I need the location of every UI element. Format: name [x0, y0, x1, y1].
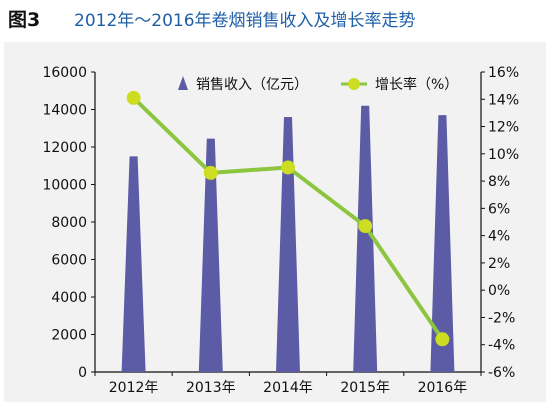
- x-tick-label: 2016年: [418, 380, 468, 396]
- right-tick-label: 6%: [488, 201, 510, 217]
- growth-point: [281, 160, 295, 175]
- revenue-bar: [121, 156, 146, 372]
- right-tick-label: -2%: [488, 310, 515, 326]
- revenue-bar: [198, 138, 223, 372]
- left-tick-label: 0: [78, 365, 87, 381]
- legend-label-growth: 增长率（%）: [375, 76, 458, 93]
- x-tick-label: 2013年: [186, 380, 236, 396]
- bar-series: [121, 105, 455, 372]
- right-tick-label: 12%: [488, 120, 519, 136]
- growth-point: [126, 90, 141, 105]
- right-tick-label: 8%: [488, 174, 510, 190]
- x-axis-ticks: 2012年 2013年 2014年 2015年 2016年: [94, 372, 482, 396]
- figure-number: 图3: [8, 9, 41, 31]
- revenue-bar: [430, 115, 455, 372]
- chart-title: 2012年～2016年卷烟销售收入及增长率走势: [74, 11, 416, 31]
- legend: 销售收入（亿元） 增长率（%）: [178, 76, 458, 93]
- right-axis-ticks: -6% -4% -2% 0% 2% 4% 6% 8% 10% 12% 14% 16%: [481, 65, 519, 381]
- growth-point: [435, 332, 450, 347]
- combo-chart: 0 2000 4000 6000 8000 10000 12000 14000 16000 -6…: [42, 65, 519, 396]
- right-tick-label: -4%: [488, 338, 515, 354]
- right-tick-label: 4%: [488, 229, 510, 245]
- left-tick-label: 2000: [51, 328, 87, 344]
- left-tick-label: 12000: [42, 140, 87, 156]
- right-tick-label: 0%: [488, 283, 510, 299]
- left-tick-label: 4000: [51, 290, 87, 306]
- left-tick-label: 8000: [51, 215, 87, 231]
- line-series: [126, 90, 450, 347]
- x-tick-label: 2015年: [340, 380, 390, 396]
- growth-point: [358, 219, 373, 234]
- right-tick-label: 10%: [488, 147, 519, 163]
- left-tick-label: 16000: [42, 65, 87, 81]
- growth-point: [203, 165, 218, 180]
- legend-bar-swatch: [178, 76, 188, 90]
- legend-line-marker: [348, 78, 360, 90]
- revenue-bar: [276, 117, 300, 372]
- plot-panel: 0 2000 4000 6000 8000 10000 12000 14000 16000 -6…: [4, 42, 546, 402]
- right-tick-label: 14%: [488, 92, 519, 108]
- right-tick-label: 16%: [488, 65, 519, 81]
- left-tick-label: 10000: [42, 178, 87, 194]
- right-tick-label: 2%: [488, 256, 510, 272]
- legend-label-revenue: 销售收入（亿元）: [196, 77, 308, 93]
- right-tick-label: -6%: [488, 365, 515, 381]
- x-tick-label: 2012年: [109, 380, 159, 396]
- x-tick-label: 2014年: [263, 380, 313, 396]
- left-tick-label: 6000: [51, 253, 87, 269]
- left-tick-label: 14000: [42, 103, 87, 119]
- revenue-bar: [353, 105, 378, 372]
- left-axis-ticks: 0 2000 4000 6000 8000 10000 12000 14000 16000: [42, 65, 95, 381]
